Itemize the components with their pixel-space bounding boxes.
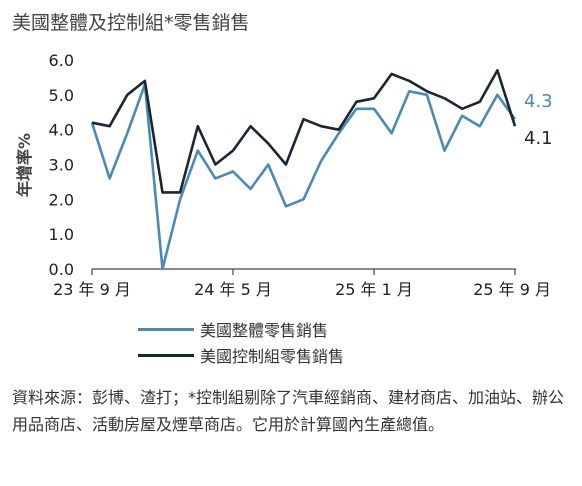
x-tick-label: 25 年 9 月	[473, 280, 551, 299]
series-line-overall	[90, 83, 517, 271]
legend-label-overall: 美國整體零售銷售	[200, 321, 329, 340]
x-tick-label: 24 年 5 月	[194, 280, 272, 299]
y-tick-label: 5.0	[49, 86, 74, 105]
y-tick-label: 3.0	[49, 156, 74, 175]
y-axis-ticks: 0.0 1.0 2.0 3.0 4.0 5.0 6.0	[49, 51, 74, 279]
legend-item-control: 美國控制組零售銷售	[138, 342, 344, 368]
legend-label-control: 美國控制組零售銷售	[200, 347, 345, 366]
line-chart: 0.0 1.0 2.0 3.0 4.0 5.0 6.0 23 年 9 月 24 年 5 月 25…	[15, 51, 553, 299]
chart-title: 美國整體及控制組*零售銷售	[12, 12, 250, 34]
y-tick-label: 2.0	[49, 190, 74, 209]
y-tick-label: 0.0	[49, 260, 74, 279]
x-tick-label: 25 年 1 月	[335, 280, 413, 299]
y-tick-label: 4.0	[49, 121, 74, 140]
legend: 美國整體零售銷售 美國控制組零售銷售	[138, 316, 344, 368]
legend-swatch-control	[138, 353, 194, 357]
end-label-overall: 4.3	[524, 91, 553, 112]
y-axis-label: 年增率%	[15, 133, 34, 197]
legend-item-overall: 美國整體零售銷售	[138, 316, 344, 342]
x-tick-label: 23 年 9 月	[53, 280, 131, 299]
series-line-control	[91, 69, 517, 194]
series-lines	[90, 69, 517, 271]
source-note: 資料來源：彭博、渣打；*控制組剔除了汽車經銷商、建材商店、加油站、辦公用品商店、…	[12, 388, 565, 434]
x-axis-ticks: 23 年 9 月 24 年 5 月 25 年 1 月 25 年 9 月	[53, 269, 551, 299]
series-end-labels: 4.3 4.1	[524, 91, 553, 149]
y-tick-label: 1.0	[49, 225, 74, 244]
end-label-control: 4.1	[524, 128, 553, 149]
y-tick-label: 6.0	[49, 51, 74, 70]
legend-swatch-overall	[138, 327, 194, 331]
